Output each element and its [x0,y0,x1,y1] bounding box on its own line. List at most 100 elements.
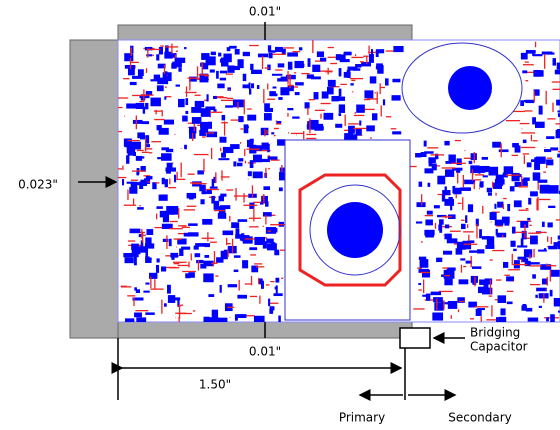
trace [520,238,524,246]
trace [548,245,558,250]
trace [385,78,389,86]
trace [268,50,276,53]
trace [415,153,422,158]
trace [170,252,179,258]
trace [428,158,433,167]
trace [338,96,346,101]
trace [487,192,492,196]
trace [236,314,247,318]
trace [469,250,477,253]
trace [479,279,488,285]
trace [314,123,324,131]
trace [216,257,224,263]
trace [182,115,188,122]
trace [209,186,218,189]
trace [523,99,535,103]
trace [127,151,136,156]
trace [534,157,539,165]
trace [274,249,280,256]
trace [557,113,560,117]
trace [143,290,150,293]
trace [423,140,427,147]
trace [489,212,497,220]
trace [251,138,254,148]
trace [298,47,303,51]
trace [335,123,343,128]
trace [494,219,504,226]
trace [549,289,553,297]
trace [485,245,495,249]
trace [177,299,180,307]
trace [281,48,286,55]
trace [226,47,231,52]
trace [460,187,471,191]
trace [534,163,541,170]
trace [321,91,329,99]
trace [167,295,176,303]
trace [520,52,528,60]
trace [209,317,219,322]
trace [470,165,480,174]
trace [249,160,254,169]
trace [132,75,143,79]
trace [174,57,186,63]
trace [230,144,240,150]
trace [477,249,485,254]
trace [539,184,550,194]
trace [514,145,521,153]
trace [295,82,304,86]
trace [287,61,293,70]
trace [229,65,240,71]
trace [376,49,385,54]
trace [547,52,555,55]
trace [339,59,350,63]
trace [361,61,371,67]
trace [535,156,546,164]
trace [444,278,453,286]
trace [247,171,252,177]
trace [127,67,135,76]
trace [517,256,527,260]
trace [158,127,169,135]
trace [486,187,493,193]
trace [229,45,237,49]
dimension-label: 1.50" [199,378,231,392]
trace [183,232,192,237]
trace [456,241,467,250]
trace [249,88,252,95]
trace [268,52,273,59]
trace [495,228,498,236]
trace [191,117,202,124]
trace [163,303,167,307]
trace [437,175,446,185]
trace [138,156,145,159]
trace [218,158,230,161]
trace [217,213,227,219]
trace [126,155,130,164]
trace [211,178,215,188]
trace [532,274,536,279]
trace [193,245,199,250]
trace [130,141,141,150]
trace [278,315,281,322]
trace [420,151,427,158]
trace [424,168,434,174]
trace [134,182,143,186]
trace [502,172,508,178]
trace [177,238,187,245]
trace [441,274,447,277]
trace [503,261,509,268]
trace [168,238,172,247]
trace [532,117,537,125]
trace [343,71,351,78]
trace [250,63,254,70]
trace [432,312,444,321]
trace [422,294,430,297]
callout-label: Bridging [470,326,520,340]
trace [144,243,155,249]
trace [238,158,244,162]
trace [506,301,513,305]
trace [218,195,225,202]
trace [435,153,439,160]
trace [200,125,209,133]
